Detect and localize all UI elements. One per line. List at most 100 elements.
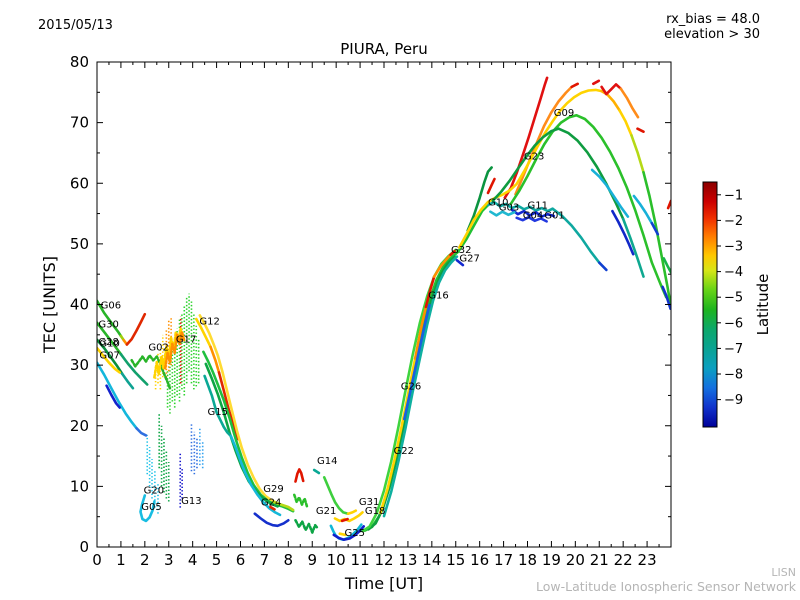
satellite-label: G28: [98, 337, 118, 348]
x-tick-label: 14: [422, 551, 441, 569]
x-tick-label: 17: [494, 551, 513, 569]
tec-trace-g07: [97, 346, 121, 374]
satellite-label: G24: [261, 498, 281, 509]
tec-trace-green-descent-a: [202, 350, 295, 513]
satellite-label: G32: [451, 245, 471, 256]
satellite-label: G03: [499, 203, 519, 214]
x-tick-label: 10: [327, 551, 346, 569]
colorbar-tick-label: −7: [724, 342, 743, 357]
tec-trace-green-crossing-1: [509, 114, 578, 206]
tec-trace-rise-yellow-g16: [432, 253, 452, 278]
tec-trace-g06: [125, 312, 147, 346]
tec-trace-g02: [130, 354, 172, 390]
x-tick-label: 22: [614, 551, 633, 569]
colorbar-tick-label: −3: [724, 240, 743, 255]
satellite-label: G26: [401, 381, 421, 392]
tec-trace-yellow-big-arc: [600, 89, 621, 112]
tec-trace-dip-yellowgreen: [272, 500, 295, 512]
tec-trace-teal-descent: [597, 261, 608, 272]
tec-trace-red-dash-right: [636, 127, 645, 133]
satellite-label: G16: [428, 290, 448, 301]
colorbar-tick-label: −5: [724, 291, 743, 306]
satellite-label: G27: [459, 253, 479, 264]
tec-trace-g12: [209, 345, 221, 374]
satellite-label: G04: [523, 210, 543, 221]
tec-trace-mid-darkblue: [332, 525, 366, 542]
tec-trace-orange-jag: [163, 330, 186, 370]
tec-trace-rise-yellow-g16: [413, 305, 428, 360]
y-tick-label: 40: [70, 296, 89, 314]
tec-trace-g14-dash: [312, 468, 321, 475]
tec-trace-g09-orange: [514, 85, 574, 196]
satellite-label: G20: [144, 486, 164, 497]
satellite-label: G11: [528, 201, 548, 212]
tec-trace-mid-red-dash: [340, 517, 349, 523]
colorbar-tick-label: −4: [724, 265, 743, 280]
colorbar-tick-label: −8: [724, 368, 743, 383]
satellite-label: G23: [524, 152, 544, 163]
satellite-label: G13: [181, 496, 201, 507]
tec-trace-mid-green-fall: [346, 509, 358, 516]
tec-trace-yellow-big-arc: [630, 134, 645, 174]
tec-trace-dip-red-dash: [269, 505, 276, 511]
tec-trace-g09-orange: [570, 82, 580, 89]
x-tick-label: 23: [638, 551, 657, 569]
tec-trace-yellow-descent: [198, 314, 279, 505]
tec-trace-mid-yellow-low: [333, 511, 364, 523]
tec-trace-mid-green-w1: [292, 493, 309, 510]
y-tick-label: 30: [70, 356, 89, 374]
tec-trace-yellow-big-arc: [618, 109, 633, 137]
tec-trace-red-dash-base: [486, 177, 496, 195]
lisn-network-name: Low-Latitude Ionospheric Sensor Network: [536, 579, 796, 594]
header-annotations: rx_bias = 48.0 elevation > 30: [664, 12, 760, 42]
tec-trace-left-blue: [105, 384, 121, 409]
tec-trace-rise-yellow-g16: [379, 357, 417, 515]
satellite-label: G21: [316, 506, 336, 517]
tec-traces: [97, 76, 671, 542]
tec-trace-rise-yellow-g16: [449, 249, 456, 257]
tec-trace-mid-yellow-dash: [338, 532, 347, 537]
x-tick-label: 9: [307, 551, 317, 569]
x-tick-label: 8: [284, 551, 294, 569]
tec-trace-blue-scribble-2: [515, 215, 548, 223]
satellite-label: G02: [148, 343, 168, 354]
tec-trace-g12: [195, 317, 212, 349]
y-tick-label: 0: [79, 538, 89, 556]
tec-trace-g15: [203, 374, 233, 438]
satellite-label: G10: [488, 198, 508, 209]
tec-trace-cyan-descend-2: [650, 222, 660, 236]
tec-trace-mid-green-fall: [322, 475, 350, 516]
x-tick-label: 12: [374, 551, 393, 569]
tec-trace-g28: [120, 372, 135, 390]
satellite-label: G18: [365, 506, 385, 517]
tec-trace-green-right-tail: [662, 257, 671, 274]
satellite-label: G15: [207, 407, 227, 418]
x-tick-labels: 0 1 2 3 4 5 6 7 8 9 10 11 12 13 14 15 16 17 18 19 20 21 22 23: [92, 551, 656, 569]
y-axis-label: TEC [UNITS]: [40, 256, 59, 354]
tec-trace-rise-teal: [382, 255, 459, 518]
tec-trace-g05-hook: [139, 494, 156, 523]
tec-trace-green-crossing-2: [491, 127, 560, 203]
y-tick-label: 10: [70, 477, 89, 495]
x-tick-label: 20: [566, 551, 585, 569]
tec-trace-red-crest-zigzag: [600, 83, 623, 96]
tec-trace-g06: [97, 299, 123, 338]
y-tick-label: 60: [70, 174, 89, 192]
plot-title: PIURA, Peru: [340, 40, 428, 58]
tec-trace-rise-yellow-g16: [424, 275, 436, 309]
colorbar-tick-label: −1: [724, 188, 743, 203]
y-tick-labels: 0 10 20 30 40 50 60 70 80: [70, 53, 89, 556]
x-tick-label: 11: [351, 551, 370, 569]
satellite-label: G12: [199, 316, 219, 327]
x-tick-label: 0: [92, 551, 102, 569]
satellite-label: G25: [345, 528, 365, 539]
plot-frame: [96, 61, 672, 548]
tec-trace-mid-green-w2: [294, 518, 320, 534]
x-tick-label: 1: [116, 551, 126, 569]
y-tick-label: 70: [70, 114, 89, 132]
tec-trace-green-crossing-2: [557, 127, 625, 221]
tec-trace-g12: [217, 371, 240, 441]
colorbar: −1 −2 −3 −4 −5 −6 −7 −8 −9 Latitude: [702, 181, 772, 428]
